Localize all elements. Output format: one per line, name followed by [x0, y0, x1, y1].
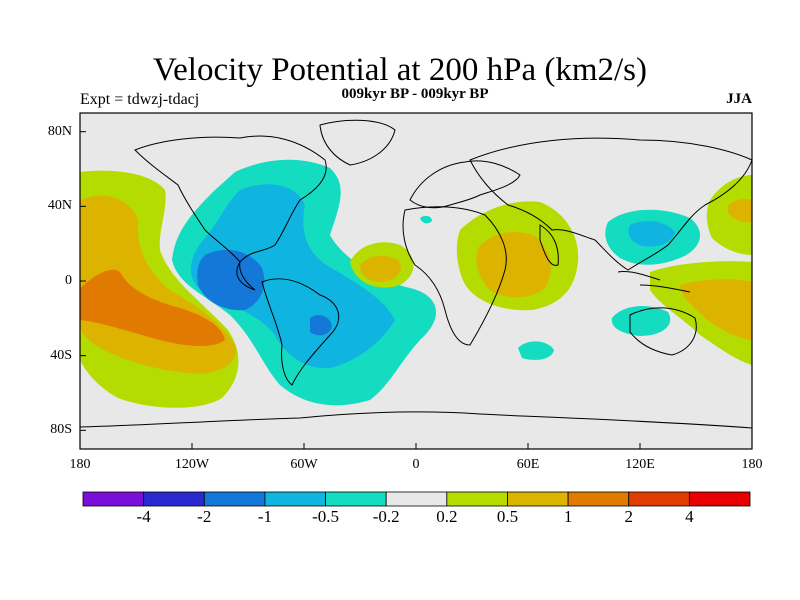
lon-label: 180: [69, 457, 91, 472]
season-label: JJA: [726, 91, 752, 107]
lon-label: 0: [412, 457, 420, 472]
coastline-antarctica: [79, 411, 753, 429]
lat-label: 0: [65, 273, 72, 288]
colorbar-swatch: [264, 491, 326, 507]
contour-negative-americas-strong: [197, 249, 265, 311]
colorbar-swatch: [82, 491, 145, 507]
coastline-south-america: [261, 278, 340, 386]
colorbar-label: 1: [563, 507, 573, 526]
lon-label: 60E: [516, 457, 540, 472]
chart-title: Velocity Potential at 200 hPa (km2/s): [152, 52, 648, 88]
contour-fields: [80, 159, 752, 408]
coastline-north-america: [134, 135, 327, 291]
colorbar-label: -0.5: [312, 507, 339, 526]
lat-label: 80N: [47, 123, 72, 139]
colorbar-swatch: [567, 491, 630, 507]
coastline-australia: [629, 307, 697, 356]
lat-label: 40S: [50, 347, 72, 363]
colorbar-label: -1: [257, 507, 272, 526]
contour-negative-americas-mid: [190, 184, 395, 369]
colorbar-swatch: [628, 491, 690, 507]
colorbar-label: 0.5: [496, 507, 519, 526]
period-label: 009kyr BP - 009kyr BP: [341, 86, 489, 102]
coastline-india: [539, 224, 559, 266]
colorbar-swatch: [143, 491, 205, 507]
colorbar-swatch: [385, 491, 448, 507]
contour-negative-south-indian: [518, 341, 554, 360]
coastline-europe: [409, 160, 521, 209]
lon-label: 60W: [290, 457, 318, 472]
lon-label: 120E: [625, 457, 655, 472]
contour-positive-indian-ocean-mid: [476, 232, 551, 298]
lat-label: 40N: [47, 198, 72, 214]
axis-ticks: [79, 131, 753, 449]
contour-positive-east-pacific-mid: [728, 198, 752, 223]
contour-negative-asia-mid: [628, 220, 675, 247]
contour-negative-australia: [611, 306, 671, 336]
colorbar-swatch: [203, 491, 266, 507]
experiment-label: Expt = tdwzj-tdacj: [80, 91, 200, 108]
colorbar: [82, 491, 751, 507]
coastline-indonesia: [617, 271, 691, 293]
contour-positive-maritime-mid: [680, 279, 752, 340]
lon-label: 120W: [174, 457, 210, 472]
coastline-asia: [469, 137, 753, 271]
contour-negative-atlantic-small: [420, 215, 432, 224]
colorbar-label: 4: [685, 507, 694, 526]
contour-positive-atlantic-mid: [360, 255, 401, 282]
contour-negative-south-america-strong: [310, 315, 332, 336]
contour-positive-west-pacific-strong: [80, 269, 225, 346]
lat-label: 80S: [50, 422, 72, 438]
colorbar-label: 0.2: [436, 507, 458, 526]
colorbar-label: 2: [624, 507, 633, 526]
lon-label: 180: [741, 457, 763, 472]
coastline-africa: [402, 206, 507, 346]
colorbar-label: -4: [136, 507, 151, 526]
contour-positive-east-pacific: [706, 175, 752, 255]
colorbar-label: -0.2: [372, 507, 400, 526]
colorbar-swatch: [325, 491, 387, 507]
colorbar-swatch: [507, 491, 569, 507]
coastline-greenland: [319, 119, 396, 166]
colorbar-swatch: [688, 491, 751, 507]
colorbar-swatch: [446, 491, 508, 507]
colorbar-label: -2: [197, 507, 212, 526]
map-panel: [79, 112, 753, 450]
coastlines: [79, 119, 753, 429]
